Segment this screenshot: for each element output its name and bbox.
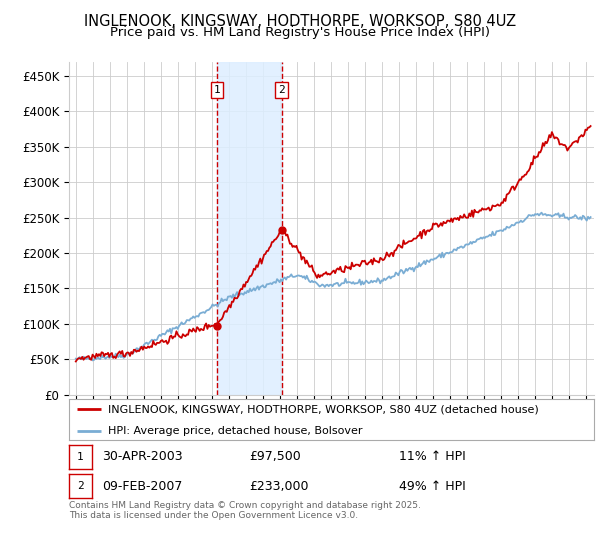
- Text: £97,500: £97,500: [249, 450, 301, 464]
- Text: HPI: Average price, detached house, Bolsover: HPI: Average price, detached house, Bols…: [109, 426, 363, 436]
- Text: 49% ↑ HPI: 49% ↑ HPI: [399, 479, 466, 493]
- Text: Price paid vs. HM Land Registry's House Price Index (HPI): Price paid vs. HM Land Registry's House …: [110, 26, 490, 39]
- Text: 30-APR-2003: 30-APR-2003: [102, 450, 182, 464]
- Text: 2: 2: [278, 85, 285, 95]
- Text: 1: 1: [214, 85, 221, 95]
- Text: 11% ↑ HPI: 11% ↑ HPI: [399, 450, 466, 464]
- Text: £233,000: £233,000: [249, 479, 308, 493]
- Text: INGLENOOK, KINGSWAY, HODTHORPE, WORKSOP, S80 4UZ: INGLENOOK, KINGSWAY, HODTHORPE, WORKSOP,…: [84, 14, 516, 29]
- Text: Contains HM Land Registry data © Crown copyright and database right 2025.
This d: Contains HM Land Registry data © Crown c…: [69, 501, 421, 520]
- Text: 1: 1: [77, 452, 84, 462]
- Text: INGLENOOK, KINGSWAY, HODTHORPE, WORKSOP, S80 4UZ (detached house): INGLENOOK, KINGSWAY, HODTHORPE, WORKSOP,…: [109, 404, 539, 414]
- Text: 2: 2: [77, 481, 84, 491]
- Text: 09-FEB-2007: 09-FEB-2007: [102, 479, 182, 493]
- Bar: [217, 62, 281, 395]
